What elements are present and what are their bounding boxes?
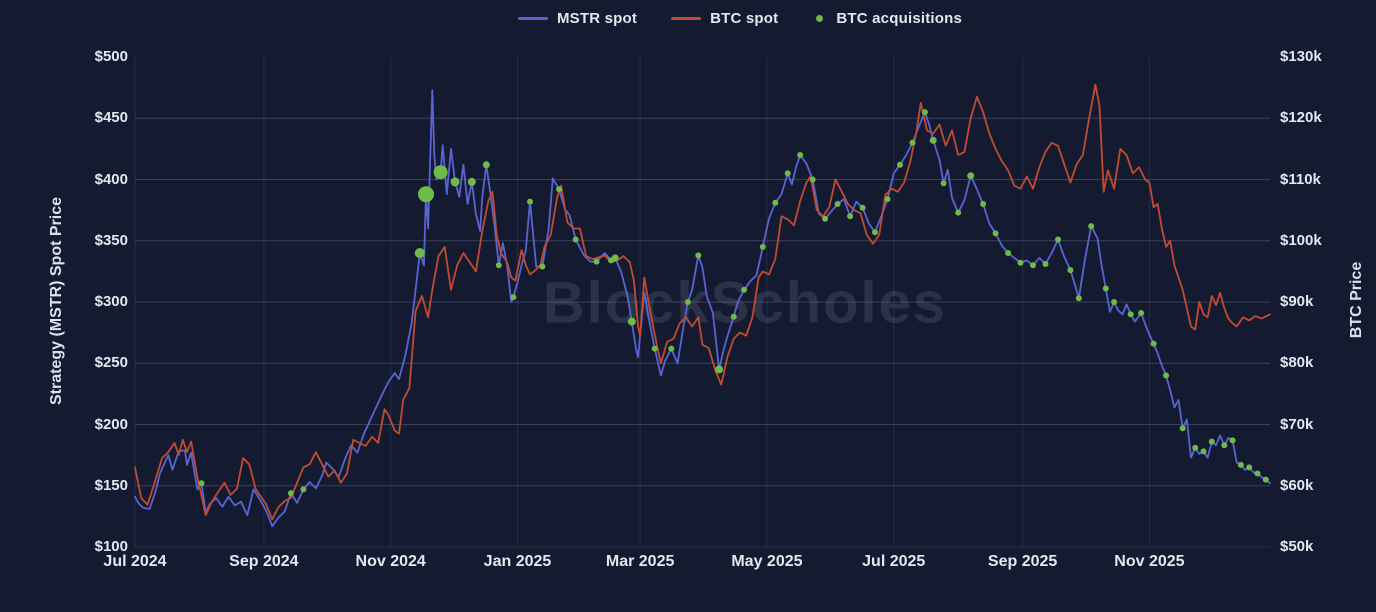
btc-acquisition-marker[interactable] [1030, 262, 1036, 269]
btc-acquisition-marker[interactable] [1163, 372, 1170, 379]
btc-acquisition-marker[interactable] [418, 186, 434, 203]
btc-acquisition-marker[interactable] [1138, 310, 1145, 316]
legend-item-mstr-spot[interactable]: MSTR spot [517, 10, 638, 27]
btc-acquisition-marker[interactable] [300, 486, 307, 493]
btc-line-swatch-icon [671, 17, 702, 20]
btc-acquisition-marker[interactable] [921, 109, 928, 116]
btc-acquisition-marker[interactable] [897, 161, 903, 168]
btc-acquisition-marker[interactable] [1042, 261, 1049, 267]
btc-acquisition-marker[interactable] [1246, 464, 1253, 471]
btc-acquisition-marker[interactable] [482, 161, 490, 169]
acquisition-dot-swatch-icon [816, 15, 824, 22]
btc-acquisition-marker[interactable] [1111, 299, 1118, 305]
legend-label-btc-acquisitions: BTC acquisitions [836, 10, 963, 27]
legend-item-btc-acquisitions[interactable]: BTC acquisitions [812, 10, 962, 27]
btc-acquisition-marker[interactable] [611, 254, 619, 262]
btc-acquisition-marker[interactable] [980, 201, 987, 207]
btc-acquisition-marker[interactable] [467, 177, 476, 186]
mstr-line-swatch-icon [517, 17, 548, 20]
btc-spot-line[interactable] [134, 83, 1271, 521]
btc-acquisition-marker[interactable] [772, 199, 779, 206]
btc-acquisition-marker[interactable] [992, 230, 999, 237]
btc-acquisition-marker[interactable] [1075, 295, 1082, 302]
btc-acquisition-marker[interactable] [822, 215, 829, 222]
btc-acquisition-marker[interactable] [495, 262, 502, 269]
btc-acquisition-marker[interactable] [593, 258, 600, 265]
btc-acquisition-marker[interactable] [872, 229, 878, 236]
btc-acquisition-marker[interactable] [967, 172, 975, 180]
btc-acquisition-marker[interactable] [1005, 250, 1012, 256]
btc-acquisition-marker[interactable] [1237, 461, 1244, 468]
btc-acquisition-marker[interactable] [572, 236, 579, 243]
btc-acquisition-marker[interactable] [510, 294, 517, 301]
btc-acquisition-marker[interactable] [715, 365, 724, 374]
btc-acquisition-marker[interactable] [884, 196, 891, 203]
left-axis-title: Strategy (MSTR) Spot Price [48, 196, 65, 406]
btc-acquisition-marker[interactable] [834, 201, 841, 207]
btc-acquisition-marker[interactable] [450, 177, 460, 187]
btc-acquisition-marker[interactable] [797, 152, 804, 158]
btc-acquisition-marker[interactable] [414, 248, 425, 258]
btc-acquisition-marker[interactable] [668, 345, 675, 352]
btc-acquisition-marker[interactable] [539, 263, 546, 270]
btc-acquisition-marker[interactable] [741, 286, 748, 293]
btc-acquisition-marker[interactable] [684, 299, 691, 305]
btc-acquisition-marker[interactable] [784, 170, 791, 177]
btc-acquisition-marker[interactable] [433, 165, 448, 180]
btc-acquisition-marker[interactable] [527, 198, 533, 205]
legend-label-mstr-spot: MSTR spot [556, 10, 638, 27]
btc-acquisition-marker[interactable] [1192, 444, 1199, 451]
btc-acquisition-marker[interactable] [809, 176, 816, 183]
btc-acquisition-marker[interactable] [759, 243, 766, 250]
btc-acquisition-marker[interactable] [1229, 437, 1236, 444]
right-axis-title: BTC Price [1348, 261, 1365, 339]
btc-acquisition-marker[interactable] [940, 180, 947, 187]
btc-acquisition-marker[interactable] [198, 480, 205, 487]
btc-acquisition-marker[interactable] [1102, 285, 1109, 292]
watermark: BlockScholes [542, 270, 948, 336]
btc-acquisition-marker[interactable] [1179, 425, 1186, 432]
btc-acquisition-marker[interactable] [627, 317, 636, 326]
btc-acquisition-marker[interactable] [1055, 236, 1061, 243]
btc-acquisition-marker[interactable] [287, 490, 294, 497]
btc-acquisition-marker[interactable] [1150, 340, 1157, 347]
btc-acquisition-marker[interactable] [1200, 448, 1207, 455]
btc-acquisition-marker[interactable] [909, 139, 916, 146]
btc-acquisition-marker[interactable] [1088, 223, 1095, 230]
btc-acquisition-marker[interactable] [1262, 476, 1269, 483]
btc-acquisition-marker[interactable] [1067, 267, 1074, 274]
btc-acquisition-marker[interactable] [695, 252, 702, 259]
btc-acquisition-marker[interactable] [651, 345, 658, 352]
btc-acquisition-marker[interactable] [1208, 438, 1215, 445]
legend-label-btc-spot: BTC spot [710, 10, 779, 27]
btc-acquisition-marker[interactable] [730, 313, 737, 320]
btc-acquisition-marker[interactable] [1017, 259, 1024, 266]
btc-acquisition-marker[interactable] [929, 136, 937, 144]
mstr-spot-line[interactable] [134, 89, 1271, 528]
btc-acquisition-marker[interactable] [1221, 442, 1228, 449]
btc-acquisition-marker[interactable] [556, 186, 563, 193]
legend-item-btc-spot[interactable]: BTC spot [671, 10, 778, 27]
legend: MSTR spot BTC spot BTC acquisitions [160, 10, 1320, 27]
btc-acquisition-marker[interactable] [859, 204, 866, 211]
btc-acquisition-marker[interactable] [955, 209, 962, 216]
btc-acquisition-marker[interactable] [1254, 470, 1261, 477]
btc-acquisition-marker[interactable] [847, 213, 854, 220]
btc-acquisition-marker[interactable] [1127, 311, 1134, 318]
